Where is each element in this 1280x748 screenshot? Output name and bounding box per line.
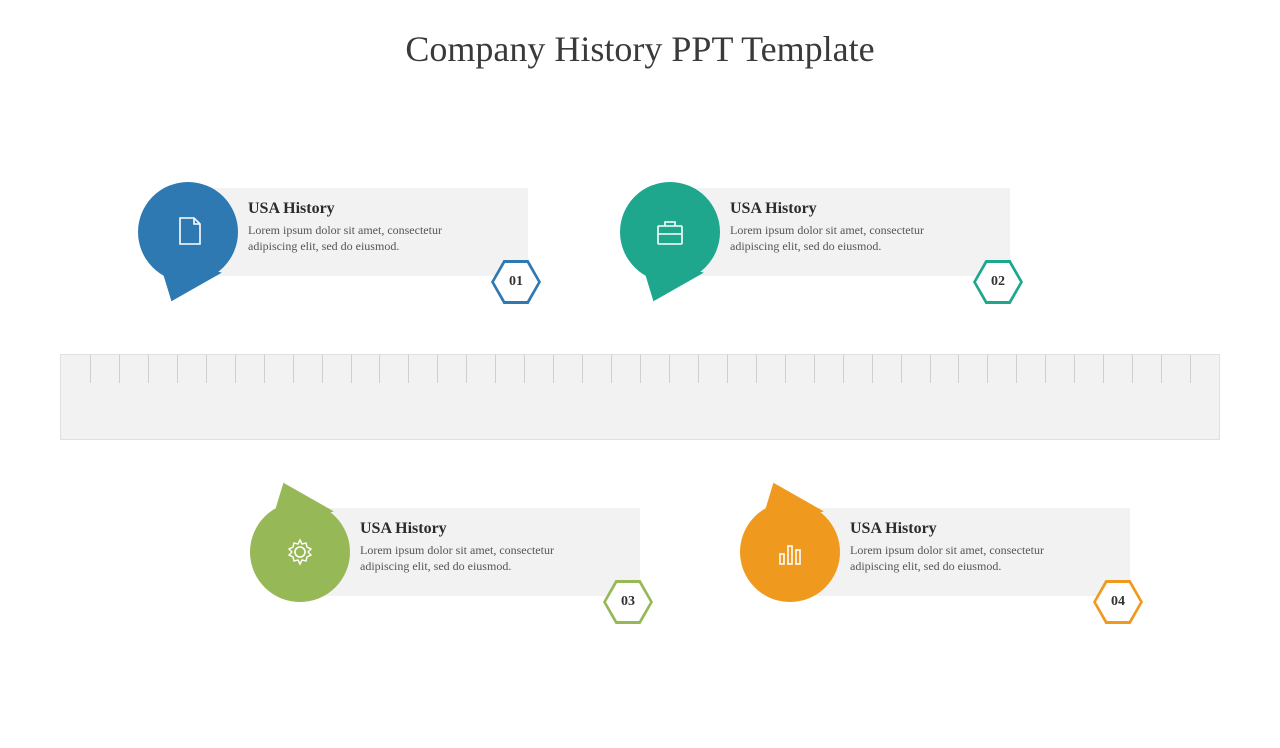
ruler-tick — [495, 355, 496, 383]
card-pin — [620, 182, 720, 282]
ruler-tick — [640, 355, 641, 383]
ruler-tick — [698, 355, 699, 383]
ruler-tick — [611, 355, 612, 383]
history-card: USA History Lorem ipsum dolor sit amet, c… — [190, 498, 640, 618]
ruler-tick — [958, 355, 959, 383]
ruler-tick — [785, 355, 786, 383]
card-body: Lorem ipsum dolor sit amet, consectetur … — [360, 542, 604, 574]
ruler-tick — [90, 355, 91, 383]
history-card: USA History Lorem ipsum dolor sit amet, c… — [78, 178, 528, 298]
card-title: USA History — [850, 520, 1094, 538]
history-card: USA History Lorem ipsum dolor sit amet, c… — [560, 178, 1010, 298]
card-body: Lorem ipsum dolor sit amet, consectetur … — [850, 542, 1094, 574]
ruler-tick — [524, 355, 525, 383]
briefcase-icon — [650, 212, 690, 252]
card-body: Lorem ipsum dolor sit amet, consectetur … — [730, 222, 974, 254]
card-pin — [138, 182, 238, 282]
card-title: USA History — [248, 200, 492, 218]
ruler-tick — [293, 355, 294, 383]
ruler-tick — [206, 355, 207, 383]
page-title: Company History PPT Template — [0, 28, 1280, 70]
ruler-tick — [351, 355, 352, 383]
ruler-tick — [987, 355, 988, 383]
ruler-tick — [1103, 355, 1104, 383]
ruler-tick — [1132, 355, 1133, 383]
card-pin — [250, 502, 350, 602]
card-body: Lorem ipsum dolor sit amet, consectetur … — [248, 222, 492, 254]
ruler-tick — [930, 355, 931, 383]
card-pin — [740, 502, 840, 602]
ruler-tick — [379, 355, 380, 383]
ruler-tick — [408, 355, 409, 383]
ruler-tick — [1074, 355, 1075, 383]
ruler-tick — [669, 355, 670, 383]
ruler-tick — [814, 355, 815, 383]
ruler-tick — [872, 355, 873, 383]
ruler-tick — [756, 355, 757, 383]
ruler-tick — [177, 355, 178, 383]
ruler-tick — [727, 355, 728, 383]
ruler-tick — [1190, 355, 1191, 383]
card-title: USA History — [360, 520, 604, 538]
chart-icon — [770, 532, 810, 572]
ruler-tick — [553, 355, 554, 383]
ruler-tick — [1045, 355, 1046, 383]
gear-icon — [280, 532, 320, 572]
history-card: USA History Lorem ipsum dolor sit amet, c… — [680, 498, 1130, 618]
ruler-tick — [235, 355, 236, 383]
ruler-tick — [264, 355, 265, 383]
ruler-tick — [437, 355, 438, 383]
ruler-tick — [322, 355, 323, 383]
card-title: USA History — [730, 200, 974, 218]
ruler-tick — [843, 355, 844, 383]
timeline-ruler — [60, 354, 1220, 440]
ruler-tick — [901, 355, 902, 383]
ruler-tick — [148, 355, 149, 383]
ruler-tick — [1161, 355, 1162, 383]
ruler-tick — [466, 355, 467, 383]
document-icon — [168, 212, 208, 252]
ruler-tick — [1016, 355, 1017, 383]
ruler-tick — [582, 355, 583, 383]
ruler-tick — [119, 355, 120, 383]
